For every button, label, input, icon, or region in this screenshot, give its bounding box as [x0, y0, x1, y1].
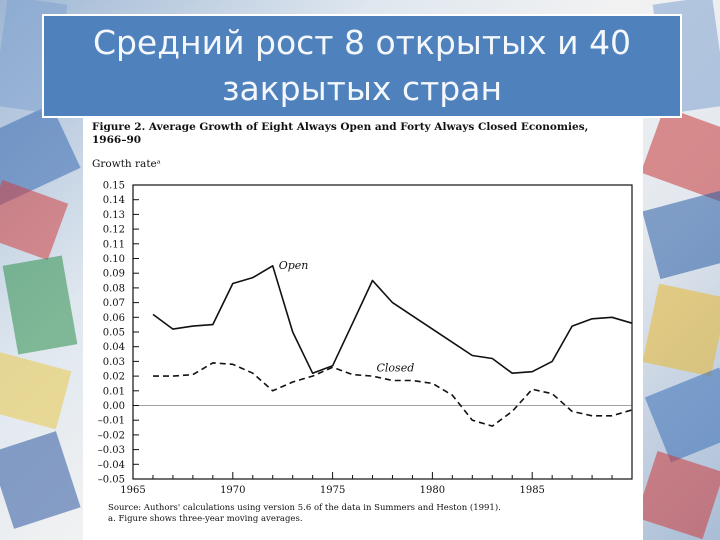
source-line-1: Source: Authors' calculations using vers… [108, 503, 501, 513]
y-tick-label: 0.01 [103, 386, 125, 397]
y-tick-label: –0.04 [98, 460, 125, 471]
y-tick-label: 0.04 [103, 342, 125, 353]
y-tick-label: –0.03 [98, 445, 125, 456]
series-label-closed: Closed [377, 362, 415, 375]
y-tick-label: –0.05 [98, 475, 125, 486]
y-tick-label: 0.03 [103, 357, 125, 368]
y-tick-label: 0.00 [103, 401, 125, 412]
y-tick-label: 0.06 [103, 313, 125, 324]
x-tick-label: 1985 [519, 485, 544, 496]
y-tick-label: 0.13 [103, 210, 125, 221]
figure-caption-line-1: Figure 2. Average Growth of Eight Always… [92, 121, 589, 133]
y-axis-label: Growth rateᵃ [92, 158, 161, 170]
y-tick-label: 0.15 [103, 181, 125, 192]
slide-title-line-2: закрытых стран [221, 69, 503, 108]
series-label-open: Open [279, 259, 309, 272]
y-tick-label: 0.02 [103, 372, 125, 383]
figure-source: Source: Authors' calculations using vers… [108, 503, 628, 525]
x-tick-label: 1980 [420, 485, 445, 496]
y-tick-label: –0.02 [98, 430, 125, 441]
source-line-2: a. Figure shows three-year moving averag… [108, 514, 303, 524]
y-tick-label: 0.11 [103, 239, 125, 250]
slide-title-line-1: Средний рост 8 открытых и 40 [92, 23, 632, 62]
y-tick-label: 0.07 [103, 298, 125, 309]
y-tick-label: 0.09 [103, 269, 125, 280]
y-tick-label: 0.12 [103, 225, 125, 236]
figure-caption-line-2: 1966–90 [92, 134, 142, 146]
series-line-open [152, 264, 633, 375]
x-tick-label: 1965 [120, 485, 145, 496]
plot-frame [132, 184, 633, 480]
y-tick-label: 0.08 [103, 283, 125, 294]
x-tick-label: 1975 [320, 485, 345, 496]
y-tick-label: 0.14 [103, 195, 125, 206]
y-tick-label: 0.10 [103, 254, 125, 265]
y-tick-label: 0.05 [103, 328, 125, 339]
figure-caption: Figure 2. Average Growth of Eight Always… [92, 121, 632, 147]
y-tick-label: –0.01 [98, 416, 125, 427]
series-line-closed [153, 362, 633, 427]
x-tick-label: 1970 [220, 485, 245, 496]
slide-title: Средний рост 8 открытых и 40 закрытых ст… [42, 14, 682, 118]
